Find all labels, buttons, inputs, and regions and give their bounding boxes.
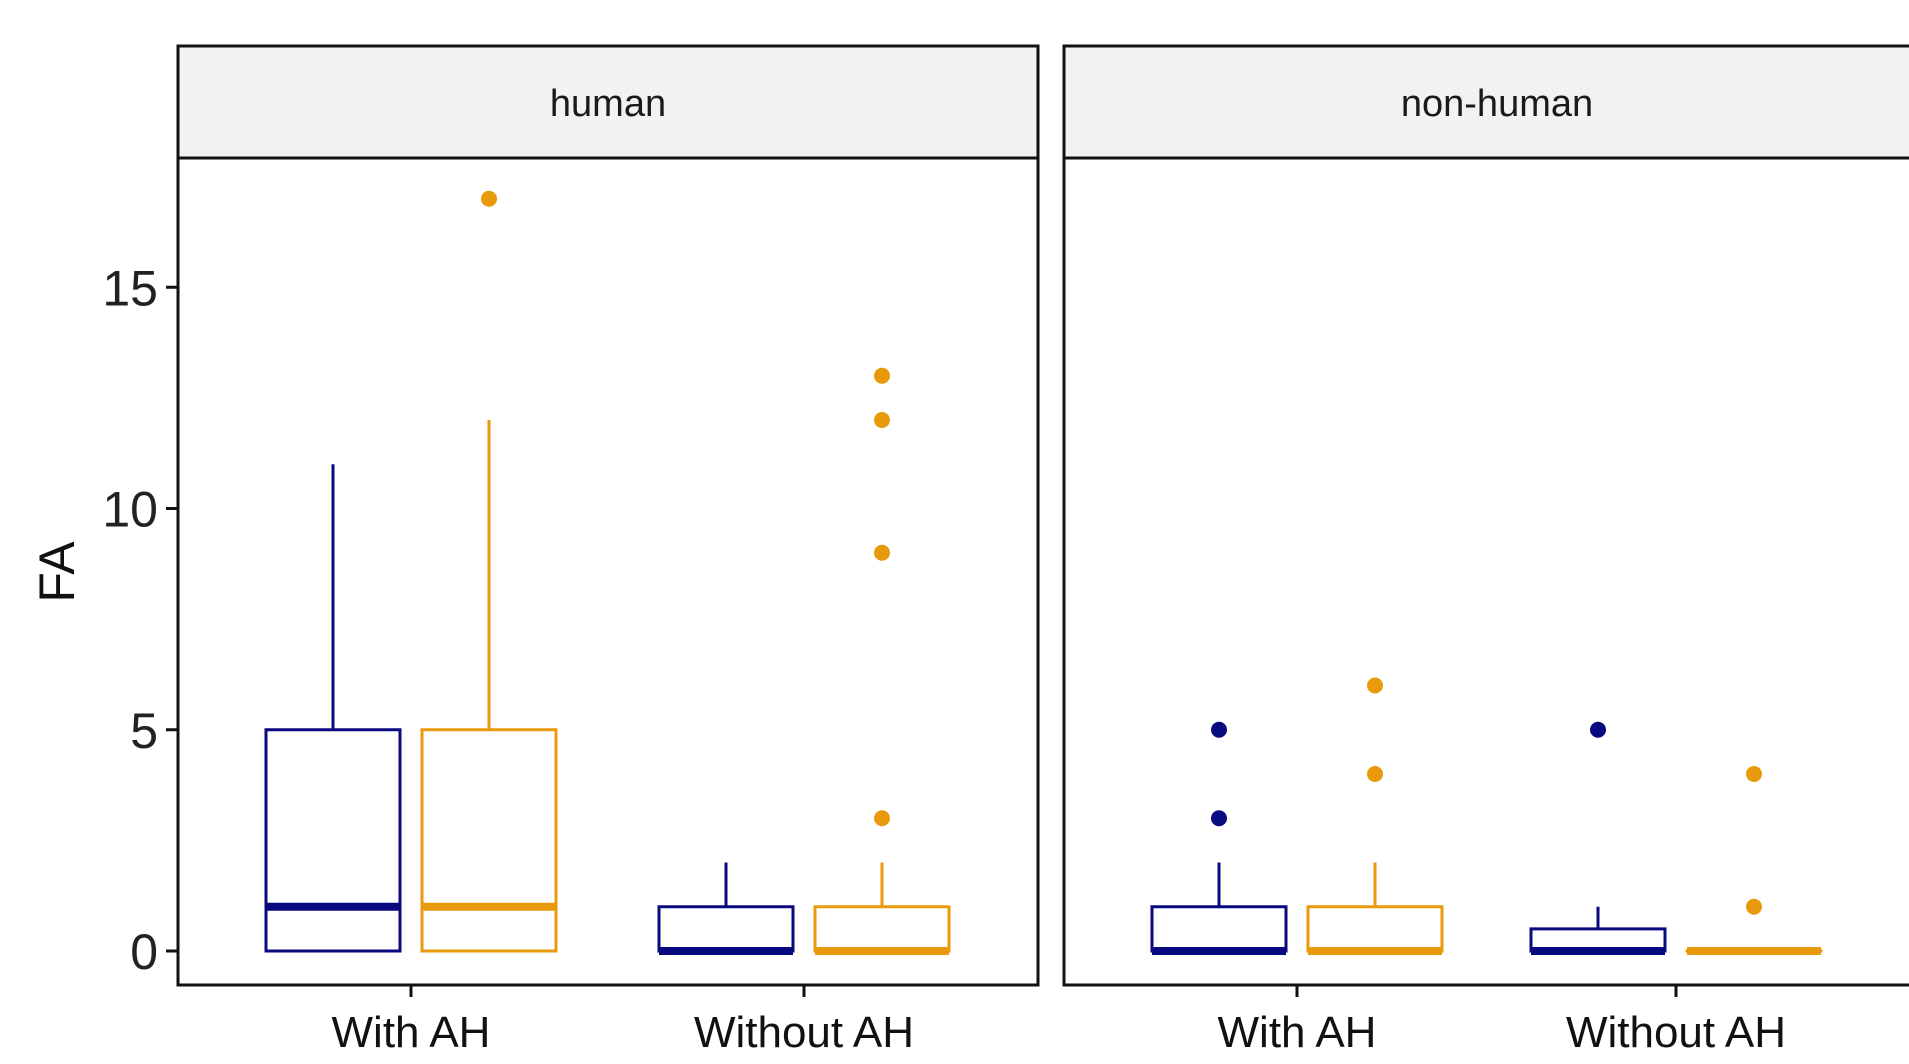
outlier-point-1-2-0 (1590, 721, 1606, 738)
box-1-0 (1150, 905, 1288, 953)
outlier-point-0-3-1 (874, 544, 890, 561)
facet-title-0: human (550, 83, 666, 125)
x-tick-label-1-1: Without AH (1566, 1008, 1786, 1057)
box-0-2 (657, 905, 795, 953)
y-tick-label-1: 5 (130, 703, 158, 759)
outlier-point-1-3-1 (1746, 766, 1762, 782)
outlier-point-1-1-0 (1367, 766, 1383, 782)
outlier-point-1-0-0 (1211, 810, 1227, 827)
box-0-3 (813, 905, 951, 953)
x-tick-label-0-1: Without AH (694, 1008, 914, 1057)
box-1-1 (1306, 905, 1444, 953)
outlier-point-1-3-0 (1746, 898, 1762, 915)
outlier-point-1-0-1 (1211, 721, 1227, 738)
facet-strip-0 (176, 44, 1040, 160)
box-0-0 (264, 728, 402, 953)
y-axis-title: FA (29, 541, 85, 603)
outlier-point-0-3-3 (874, 367, 890, 384)
facet-strip-1 (1062, 44, 1909, 160)
facet-title-1: non-human (1401, 83, 1593, 125)
y-tick-label-2: 10 (102, 482, 158, 538)
outlier-point-0-1-0 (481, 190, 497, 207)
outlier-point-0-3-2 (874, 412, 890, 428)
outlier-point-1-1-1 (1367, 677, 1383, 694)
x-tick-label-0-0: With AH (332, 1008, 491, 1057)
box-0-1 (420, 728, 558, 953)
outlier-point-0-3-0 (874, 810, 890, 827)
y-tick-label-0: 0 (130, 924, 158, 980)
y-tick-label-3: 15 (102, 260, 158, 316)
facet-panel-1 (1062, 156, 1909, 987)
x-tick-label-1-0: With AH (1218, 1008, 1377, 1057)
